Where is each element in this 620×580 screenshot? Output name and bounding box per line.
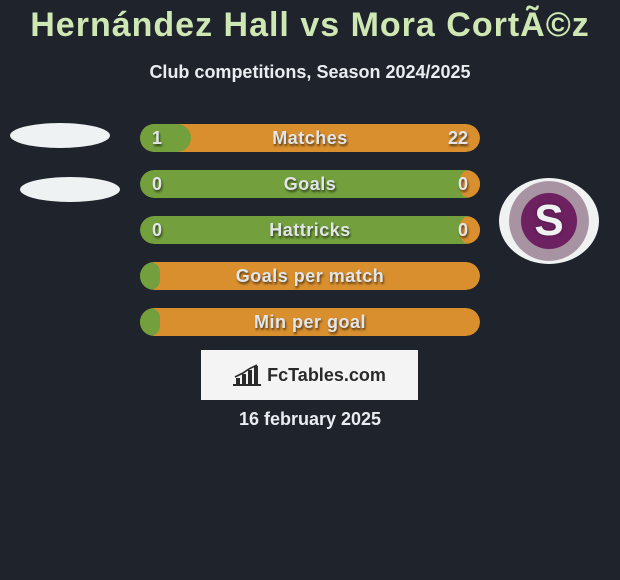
stat-value-left: 1	[152, 124, 162, 152]
stat-row: Hattricks0 0	[140, 216, 480, 244]
stat-row: Goals per match	[140, 262, 480, 290]
date-label: 16 february 2025	[0, 409, 620, 430]
club-badge-right: S	[499, 178, 599, 264]
stat-label: Min per goal	[140, 308, 480, 336]
stat-value-left: 0	[152, 170, 162, 198]
page-title: Hernández Hall vs Mora CortÃ©z	[0, 6, 620, 45]
subtitle: Club competitions, Season 2024/2025	[0, 62, 620, 83]
stat-value-right: 0	[458, 216, 468, 244]
stat-row: Min per goal	[140, 308, 480, 336]
player-left-avatar-sub	[20, 177, 120, 202]
bar-chart-icon	[233, 364, 261, 386]
stat-value-right: 0	[458, 170, 468, 198]
comparison-card: Hernández Hall vs Mora CortÃ©z Club comp…	[0, 0, 620, 580]
stat-label: Matches	[140, 124, 480, 152]
player-left-avatar	[10, 123, 110, 148]
stat-label: Goals per match	[140, 262, 480, 290]
stat-row: Matches1 22	[140, 124, 480, 152]
stat-value-left: 0	[152, 216, 162, 244]
source-plate[interactable]: FcTables.com	[201, 350, 418, 400]
stat-value-right: 22	[448, 124, 468, 152]
club-badge-letter: S	[534, 196, 563, 246]
stat-label: Goals	[140, 170, 480, 198]
stat-label: Hattricks	[140, 216, 480, 244]
stat-row: Goals0 0	[140, 170, 480, 198]
source-label: FcTables.com	[267, 365, 386, 386]
